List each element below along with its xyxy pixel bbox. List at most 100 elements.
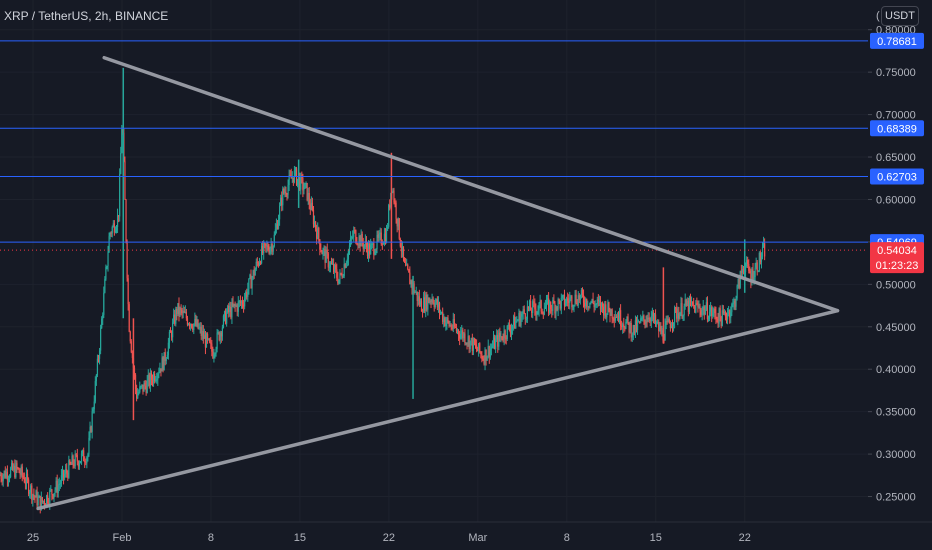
candle-body <box>271 244 273 252</box>
candle-body <box>639 321 641 323</box>
candle-body <box>541 311 543 314</box>
candle-body <box>544 306 547 309</box>
candle-body <box>83 450 85 462</box>
candle-body <box>649 319 651 322</box>
candle-body <box>439 312 442 314</box>
candle-body <box>432 298 434 304</box>
candle-body <box>92 409 94 412</box>
candle-body <box>18 468 20 473</box>
candle-body <box>14 465 16 478</box>
candle-body <box>645 321 647 325</box>
candle-body <box>82 450 84 454</box>
candle-body <box>178 303 180 315</box>
candle-body <box>682 315 684 318</box>
time-axis[interactable]: 25 Feb 8 15 22 Mar 8 15 22 <box>27 532 751 544</box>
candle-body <box>373 243 375 255</box>
candle-body <box>257 262 260 266</box>
candle-body <box>591 299 593 303</box>
candle-body <box>590 302 592 304</box>
candle-body <box>191 324 193 328</box>
candle-body <box>679 312 681 320</box>
candle-body <box>635 320 638 331</box>
candle-body <box>72 455 74 465</box>
candle-body <box>236 305 238 312</box>
candle-body <box>310 202 312 210</box>
candle-body <box>739 271 741 288</box>
candle-body <box>685 299 687 306</box>
candle-body <box>186 318 189 325</box>
candle-body <box>735 298 737 307</box>
candle-body <box>509 329 512 334</box>
candle-body <box>524 313 526 320</box>
candle-body <box>221 327 224 337</box>
candle-body <box>69 460 71 464</box>
candle-body <box>151 379 154 383</box>
candle-body <box>70 463 72 465</box>
candle-body <box>155 379 157 381</box>
candle-body <box>11 462 13 469</box>
candle-body <box>751 269 753 282</box>
candle-body <box>608 302 610 312</box>
candle-body <box>588 306 590 308</box>
candle-body <box>47 495 49 503</box>
candle-body <box>19 472 21 475</box>
upper-trendline[interactable] <box>102 55 840 313</box>
candle-body <box>380 232 382 245</box>
candle-body <box>34 496 36 498</box>
candle-body <box>68 460 70 478</box>
lower-trendline[interactable] <box>36 308 840 511</box>
symbol-title[interactable]: XRP / TetherUS, 2h, BINANCE <box>4 9 169 23</box>
candle-body <box>363 244 365 249</box>
candle-body <box>346 259 348 263</box>
candle-body <box>312 209 315 225</box>
candle-body <box>656 322 658 324</box>
candle-body <box>133 367 136 375</box>
candle-body <box>716 318 718 320</box>
price-tick-label: 0.30000 <box>876 449 916 461</box>
candle-body <box>87 454 89 458</box>
candle-body <box>483 359 485 364</box>
candle-body <box>583 302 586 307</box>
candle-body <box>604 304 606 316</box>
candle-body <box>13 465 15 470</box>
candle-body <box>557 299 559 310</box>
triangle-trendlines[interactable] <box>36 55 840 511</box>
candle-body <box>260 245 263 264</box>
candle-body <box>755 262 757 268</box>
candle-body <box>521 313 523 317</box>
candle-body <box>453 319 455 327</box>
candle-body <box>572 306 574 308</box>
candle-body <box>507 324 509 326</box>
horizontal-levels[interactable] <box>0 40 868 251</box>
candle-body <box>347 250 350 260</box>
candle-body <box>188 323 191 327</box>
candle-body <box>91 411 93 432</box>
candle-body <box>38 495 40 498</box>
candle-body <box>322 249 324 255</box>
candle-body <box>361 233 363 243</box>
candle-body <box>85 462 87 464</box>
candle-body <box>450 324 452 329</box>
candle-body <box>352 236 354 238</box>
candle-body <box>16 463 18 468</box>
candle-body <box>618 310 621 322</box>
candle-body <box>505 338 507 340</box>
candle-body <box>345 262 347 268</box>
candle-body <box>66 469 68 473</box>
candle-body <box>563 294 566 306</box>
candle-body <box>400 246 402 252</box>
candle-body <box>62 470 65 478</box>
candle-body <box>278 205 281 220</box>
candle-body <box>595 303 597 305</box>
candle-body <box>403 258 406 263</box>
candle-body <box>388 205 390 227</box>
candle-body <box>559 300 561 309</box>
candle-body <box>760 256 763 262</box>
candle-body <box>740 271 742 273</box>
candle-body <box>304 183 306 189</box>
candle-body <box>677 313 679 319</box>
time-axis-background[interactable] <box>0 522 932 550</box>
currency-button[interactable]: USDT <box>881 6 919 26</box>
candle-body <box>195 319 197 326</box>
